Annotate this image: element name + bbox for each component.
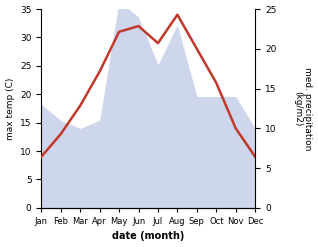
Y-axis label: max temp (C): max temp (C) xyxy=(5,77,15,140)
Y-axis label: med. precipitation
(kg/m2): med. precipitation (kg/m2) xyxy=(293,67,313,150)
X-axis label: date (month): date (month) xyxy=(112,231,184,242)
